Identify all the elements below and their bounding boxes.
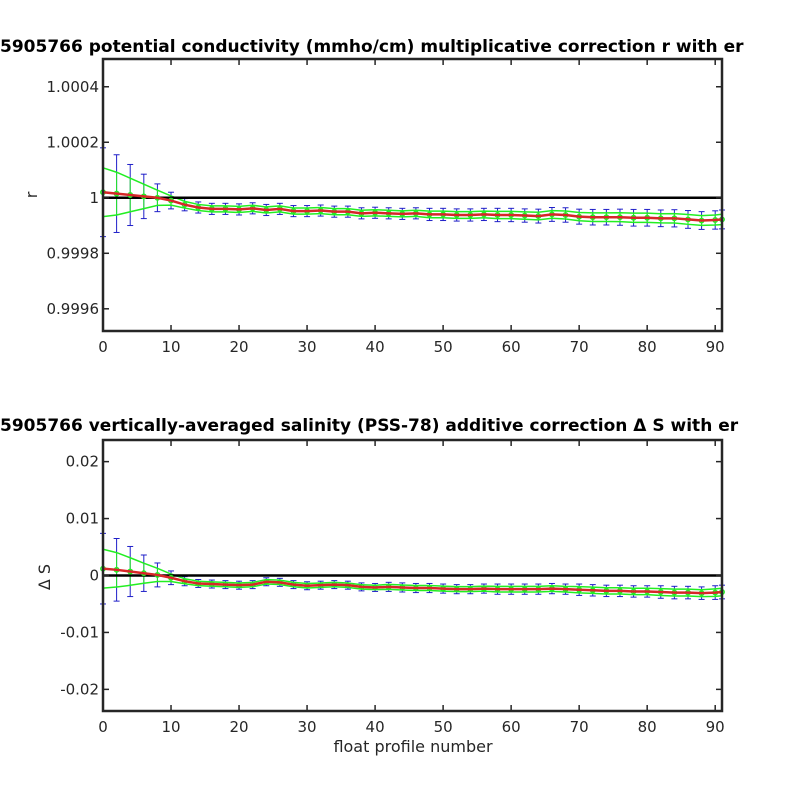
y-tick-label: 0.01 xyxy=(66,510,99,528)
x-tick-label: 70 xyxy=(570,718,589,736)
x-tick-label: 10 xyxy=(161,718,180,736)
series-line xyxy=(102,190,723,222)
y-tick-label: 1.0004 xyxy=(47,78,100,96)
x-tick-label: 70 xyxy=(570,338,589,356)
green-upper-bound xyxy=(102,167,723,217)
y-axis-label: r xyxy=(22,191,41,198)
x-tick-label: 20 xyxy=(229,338,248,356)
x-tick-label: 20 xyxy=(229,718,248,736)
x-tick-label: 30 xyxy=(298,718,317,736)
y-tick-label: 0.9998 xyxy=(47,244,100,262)
x-axis-label: float profile number xyxy=(333,737,493,756)
chart-title: 5905766 vertically-averaged salinity (PS… xyxy=(0,416,739,436)
green-lower-bound xyxy=(102,204,723,227)
x-tick-label: 80 xyxy=(638,718,657,736)
x-tick-label: 50 xyxy=(434,338,453,356)
x-tick-label: 90 xyxy=(706,338,725,356)
salinity-correction-panel: 5905766 vertically-averaged salinity (PS… xyxy=(0,416,739,756)
series-line xyxy=(102,567,723,595)
y-tick-label: -0.02 xyxy=(60,680,99,698)
conductivity-correction-panel: 5905766 potential conductivity (mmho/cm)… xyxy=(0,37,744,356)
x-tick-label: 40 xyxy=(366,338,385,356)
y-tick-label: 1 xyxy=(89,189,99,207)
y-tick-label: 0 xyxy=(89,567,99,585)
x-tick-label: 50 xyxy=(434,718,453,736)
y-tick-label: -0.01 xyxy=(60,623,99,641)
x-tick-label: 0 xyxy=(98,338,108,356)
x-tick-label: 40 xyxy=(366,718,385,736)
x-tick-label: 10 xyxy=(161,338,180,356)
x-tick-label: 60 xyxy=(502,338,521,356)
chart-title: 5905766 potential conductivity (mmho/cm)… xyxy=(0,37,744,57)
x-tick-label: 30 xyxy=(298,338,317,356)
x-tick-label: 80 xyxy=(638,338,657,356)
y-tick-label: 1.0002 xyxy=(47,133,100,151)
x-tick-label: 0 xyxy=(98,718,108,736)
x-tick-label: 60 xyxy=(502,718,521,736)
y-tick-label: 0.02 xyxy=(66,453,99,471)
x-tick-label: 90 xyxy=(706,718,725,736)
plot-frame xyxy=(101,57,724,333)
y-axis-label: Δ S xyxy=(35,564,54,590)
y-tick-label: 0.9996 xyxy=(47,300,100,318)
